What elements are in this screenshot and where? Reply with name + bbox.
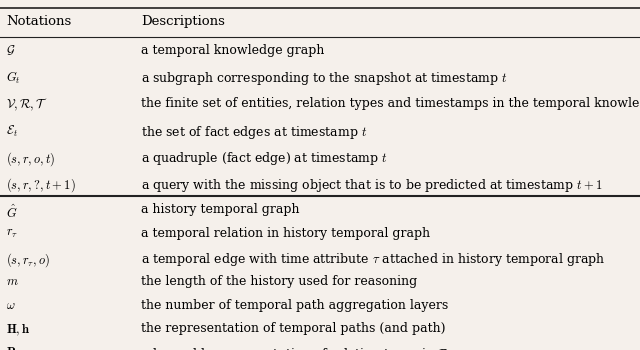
Text: a temporal relation in history temporal graph: a temporal relation in history temporal … xyxy=(141,227,430,240)
Text: $\mathbf{R}$: $\mathbf{R}$ xyxy=(6,346,18,350)
Text: $\mathcal{E}_t$: $\mathcal{E}_t$ xyxy=(6,124,19,139)
Text: $\mathcal{V}, \mathcal{R}, \mathcal{T}$: $\mathcal{V}, \mathcal{R}, \mathcal{T}$ xyxy=(6,97,49,113)
Text: the representation of temporal paths (and path): the representation of temporal paths (an… xyxy=(141,322,445,335)
Text: $(s, r, o, t)$: $(s, r, o, t)$ xyxy=(6,150,56,168)
Text: the finite set of entities, relation types and timestamps in the temporal knowle: the finite set of entities, relation typ… xyxy=(141,97,640,110)
Text: a temporal edge with time attribute $\tau$ attached in history temporal graph: a temporal edge with time attribute $\ta… xyxy=(141,251,605,268)
Text: Notations: Notations xyxy=(6,15,72,28)
Text: a temporal knowledge graph: a temporal knowledge graph xyxy=(141,44,324,57)
Text: a quadruple (fact edge) at timestamp $t$: a quadruple (fact edge) at timestamp $t$ xyxy=(141,150,387,167)
Text: $\mathcal{G}$: $\mathcal{G}$ xyxy=(6,44,16,57)
Text: $\omega$: $\omega$ xyxy=(6,299,16,312)
Text: the set of fact edges at timestamp $t$: the set of fact edges at timestamp $t$ xyxy=(141,124,367,141)
Text: the length of the history used for reasoning: the length of the history used for reaso… xyxy=(141,275,417,288)
Text: $G_t$: $G_t$ xyxy=(6,70,21,86)
Text: $m$: $m$ xyxy=(6,275,19,288)
Text: the number of temporal path aggregation layers: the number of temporal path aggregation … xyxy=(141,299,448,312)
Text: $\hat{G}$: $\hat{G}$ xyxy=(6,203,18,221)
Text: Descriptions: Descriptions xyxy=(141,15,225,28)
Text: $(s, r, ?, t+1)$: $(s, r, ?, t+1)$ xyxy=(6,177,76,195)
Text: $\mathbf{H}, \mathbf{h}$: $\mathbf{H}, \mathbf{h}$ xyxy=(6,322,31,338)
Text: a subgraph corresponding to the snapshot at timestamp $t$: a subgraph corresponding to the snapshot… xyxy=(141,70,508,88)
Text: a learnable representation of relation types in $\mathcal{R}$: a learnable representation of relation t… xyxy=(141,346,449,350)
Text: a history temporal graph: a history temporal graph xyxy=(141,203,300,216)
Text: $r_\tau$: $r_\tau$ xyxy=(6,227,19,240)
Text: a query with the missing object that is to be predicted at timestamp $t + 1$: a query with the missing object that is … xyxy=(141,177,602,194)
Text: $(s, r_\tau, o)$: $(s, r_\tau, o)$ xyxy=(6,251,51,269)
